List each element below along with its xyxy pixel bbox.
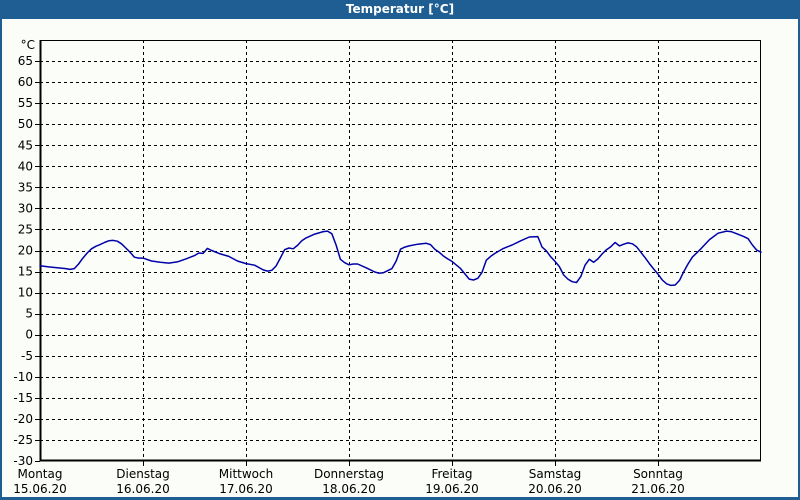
y-tick-label: 25 [18,222,33,236]
x-date-label: 19.06.20 [425,482,478,496]
x-day-label: Sonntag [633,467,683,481]
y-tick-label: 65 [18,54,33,68]
y-tick-label: 15 [18,265,33,279]
x-date-label: 20.06.20 [528,482,581,496]
y-tick-label: 0 [25,328,33,342]
y-tick-label: 20 [18,244,33,258]
x-day-label: Mittwoch [219,467,273,481]
x-date-label: 17.06.20 [219,482,272,496]
temperature-line [39,230,762,287]
x-day-label: Dienstag [116,467,170,481]
x-date-label: 15.06.20 [13,482,66,496]
y-tick-label: 45 [18,138,33,152]
x-date-label: 16.06.20 [116,482,169,496]
y-tick-label: 40 [18,159,33,173]
x-day-label: Donnerstag [314,467,384,481]
y-tick-label: 35 [18,180,33,194]
y-tick-label: 5 [25,307,33,321]
y-tick-label: -30 [13,454,33,468]
y-tick-label: -10 [13,370,33,384]
y-tick-label: 60 [18,75,33,89]
y-tick-label: -25 [13,433,33,447]
x-day-label: Samstag [529,467,582,481]
x-day-label: Montag [18,467,63,481]
x-day-label: Freitag [431,467,472,481]
y-tick-label: 10 [18,286,33,300]
window-title: Temperatur [°C] [345,2,455,16]
y-tick-label: 55 [18,96,33,110]
y-tick-label: 30 [18,201,33,215]
y-axis-unit-label: °C [21,38,35,52]
x-date-label: 21.06.20 [631,482,684,496]
y-tick-label: -15 [13,391,33,405]
y-tick-label: 50 [18,117,33,131]
y-tick-label: -5 [21,349,33,363]
y-tick-label: -20 [13,412,33,426]
x-date-label: 18.06.20 [322,482,375,496]
window-titlebar: Temperatur [°C] [0,0,800,19]
